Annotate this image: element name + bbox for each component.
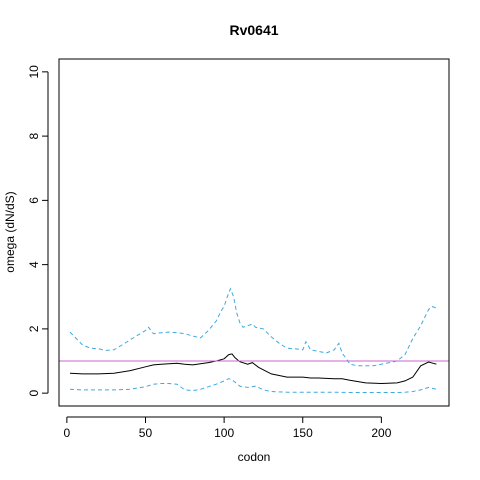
plot-frame bbox=[58, 58, 450, 407]
y-tick-label: 10 bbox=[27, 65, 41, 79]
x-tick-label: 200 bbox=[371, 426, 391, 440]
x-tick-label: 100 bbox=[214, 426, 234, 440]
series-line-estimate bbox=[69, 353, 437, 385]
y-tick-label: 8 bbox=[27, 132, 41, 139]
chart-title: Rv0641 bbox=[229, 22, 278, 38]
series-line-lower-bound bbox=[69, 378, 437, 393]
y-axis: 0 2 4 6 8 10 bbox=[27, 65, 49, 396]
x-axis-label: codon bbox=[238, 450, 271, 464]
y-tick-label: 0 bbox=[27, 389, 41, 396]
series-line-upper-bound bbox=[69, 287, 437, 367]
y-axis-label: omega (dN/dS) bbox=[3, 191, 17, 272]
x-axis: 0 50 100 150 200 bbox=[64, 416, 392, 440]
x-tick-label: 50 bbox=[139, 426, 153, 440]
x-tick-label: 150 bbox=[293, 426, 313, 440]
y-tick-label: 6 bbox=[27, 197, 41, 204]
y-tick-label: 4 bbox=[27, 261, 41, 268]
plot-area bbox=[58, 58, 450, 407]
y-tick-label: 2 bbox=[27, 325, 41, 332]
series-layer bbox=[69, 287, 437, 393]
x-tick-label: 0 bbox=[64, 426, 71, 440]
